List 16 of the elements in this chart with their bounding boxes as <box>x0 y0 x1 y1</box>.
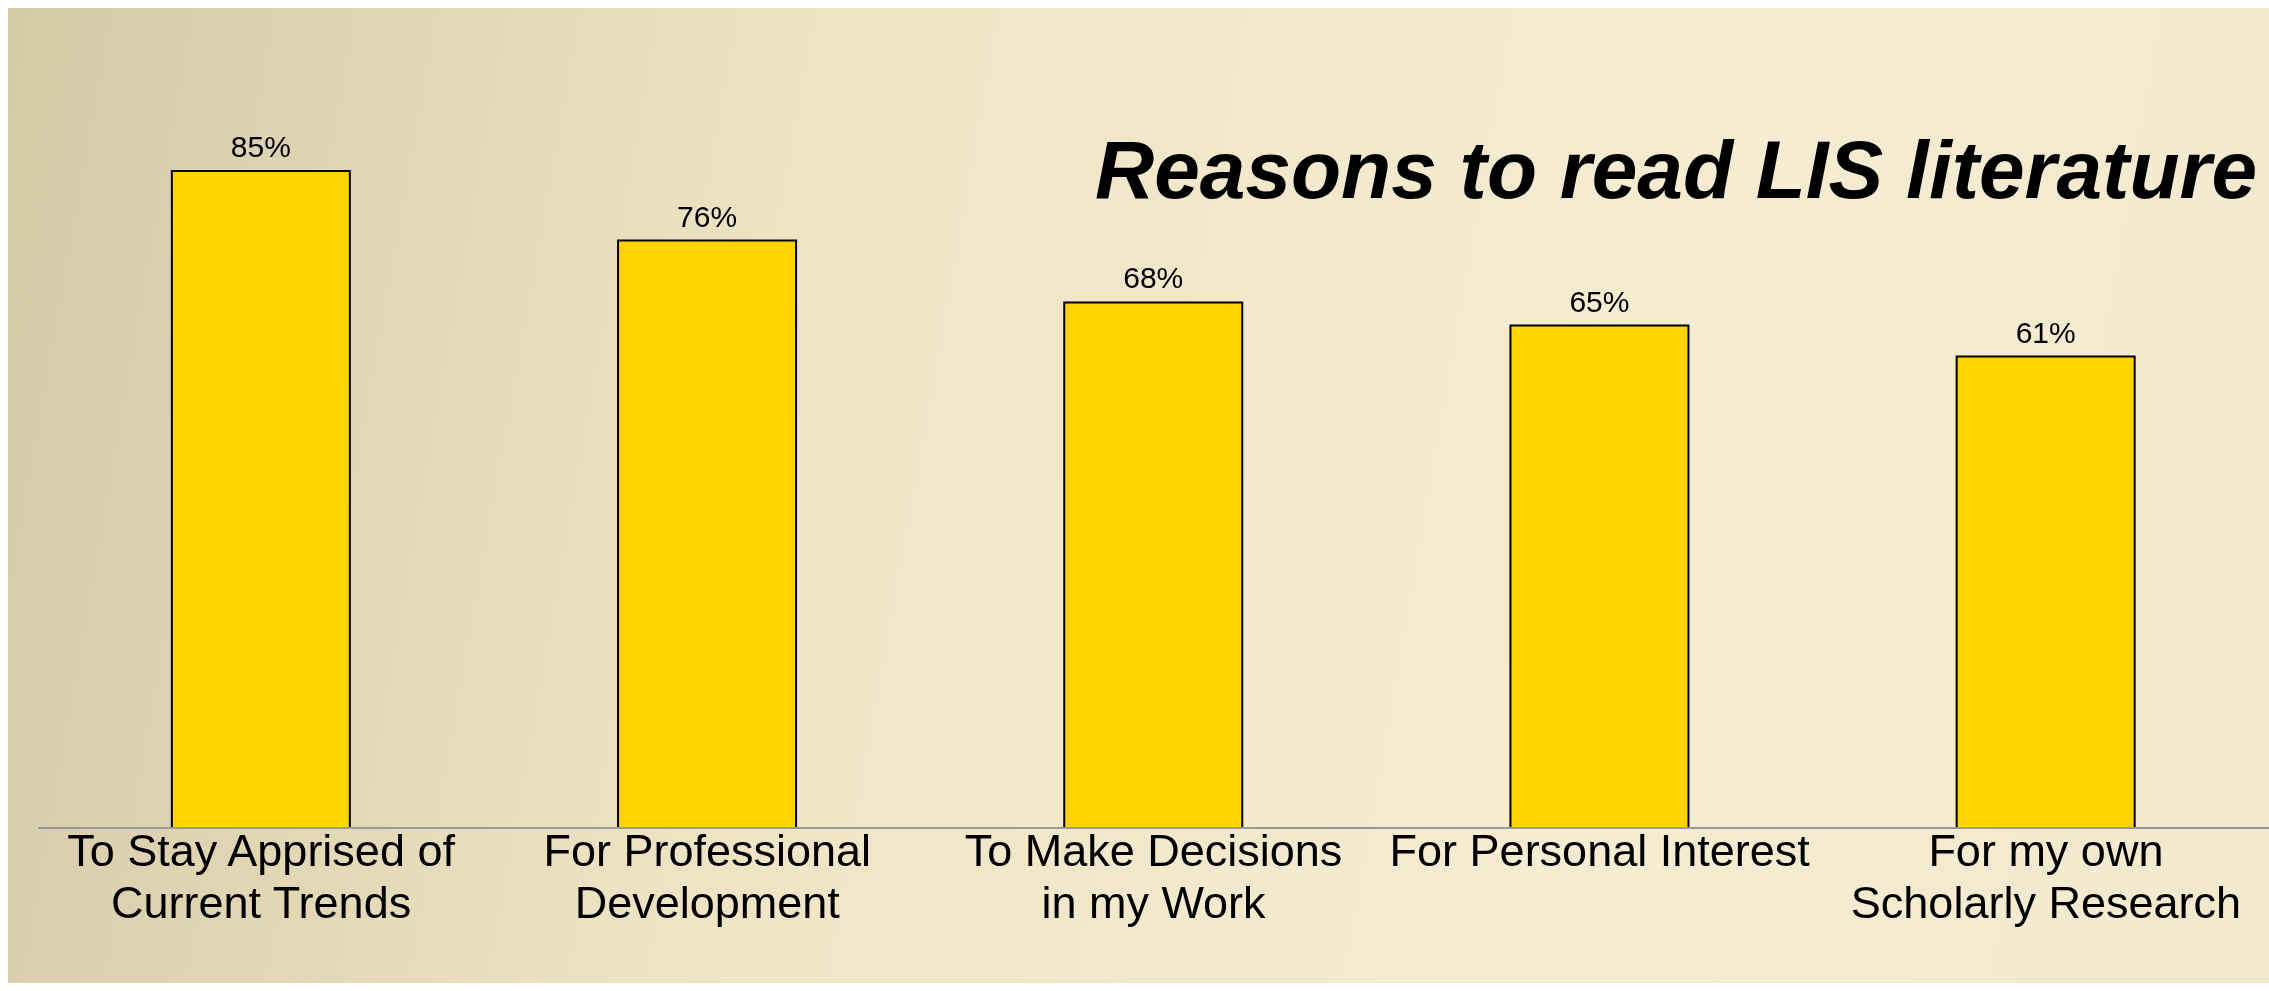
x-tick-label: To Make Decisions in my Work <box>964 825 1343 928</box>
x-tick-label: To Stay Apprised of Current Trends <box>67 825 456 928</box>
data-label: 85% <box>230 130 291 163</box>
bar <box>1955 355 2136 829</box>
x-tick-label: For Professional Development <box>543 825 872 928</box>
chart-title: Reasons to read LIS literature <box>1094 123 2257 217</box>
bar <box>170 170 351 829</box>
bar <box>617 239 798 829</box>
data-label: 61% <box>2015 315 2076 349</box>
bar <box>1063 301 1244 829</box>
x-tick-label: For my own Scholarly Research <box>1850 825 2241 928</box>
data-label: 68% <box>1123 261 1184 295</box>
data-label: 76% <box>677 199 738 233</box>
x-tick-label: For Personal Interest <box>1389 825 1811 876</box>
bar <box>1509 324 1690 829</box>
data-label: 65% <box>1569 284 1630 318</box>
